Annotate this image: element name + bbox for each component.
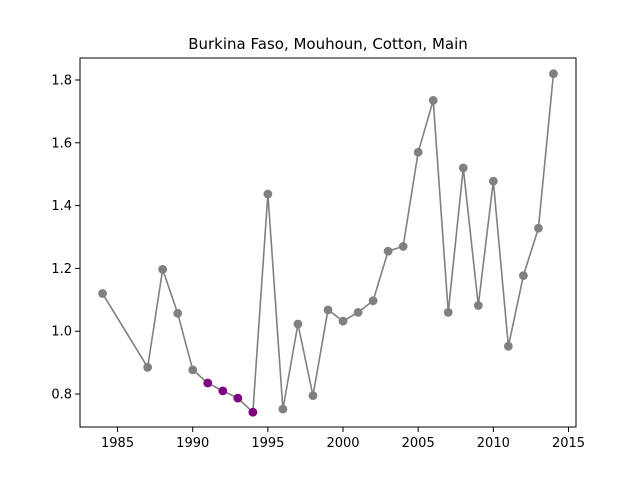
data-point <box>308 391 318 400</box>
data-point <box>293 319 303 329</box>
data-point <box>518 271 528 281</box>
x-tick-label: 2005 <box>402 436 435 451</box>
data-point <box>428 95 438 105</box>
data-point <box>383 246 393 256</box>
data-point <box>98 289 107 298</box>
y-tick-label: 1.8 <box>51 73 72 88</box>
chart-title: Burkina Faso, Mouhoun, Cotton, Main <box>188 35 468 53</box>
x-tick-label: 1995 <box>251 436 284 451</box>
data-point <box>503 341 513 351</box>
y-tick-label: 1.0 <box>51 325 72 340</box>
data-point <box>488 176 498 186</box>
x-tick-label: 2000 <box>326 436 359 451</box>
y-tick-label: 1.2 <box>51 262 72 277</box>
data-point <box>443 307 453 317</box>
data-point <box>263 189 273 199</box>
data-point <box>143 362 153 372</box>
x-tick-label: 1985 <box>101 436 134 451</box>
x-tick-label: 2010 <box>477 436 510 451</box>
data-point <box>549 69 558 79</box>
data-point <box>458 163 468 173</box>
data-point <box>323 305 333 315</box>
plot-area <box>80 58 576 427</box>
data-point <box>413 147 423 157</box>
x-tick-label: 2015 <box>552 436 585 451</box>
data-point <box>473 301 483 310</box>
data-point <box>368 296 378 306</box>
data-point <box>338 316 348 326</box>
y-tick-label: 1.6 <box>51 136 72 151</box>
plot-frame <box>79 57 577 428</box>
y-tick-label: 0.8 <box>51 388 72 403</box>
highlighted-data-point <box>233 393 243 403</box>
y-tick-label: 1.4 <box>51 199 72 214</box>
data-point <box>353 307 363 317</box>
highlighted-data-point <box>248 407 258 417</box>
highlighted-data-point <box>203 378 213 388</box>
data-point <box>158 264 168 274</box>
data-point <box>278 404 288 414</box>
data-point <box>173 308 183 318</box>
data-point <box>398 242 408 251</box>
data-point <box>188 365 198 375</box>
x-axis: 1985 1990 1995 2000 2005 2010 2015 <box>101 427 585 451</box>
data-point <box>534 223 543 233</box>
series-layer <box>98 69 558 417</box>
highlighted-data-point <box>218 386 228 396</box>
y-axis: 0.8 1.0 1.2 1.4 1.6 1.8 <box>51 73 80 403</box>
x-tick-label: 1990 <box>176 436 209 451</box>
